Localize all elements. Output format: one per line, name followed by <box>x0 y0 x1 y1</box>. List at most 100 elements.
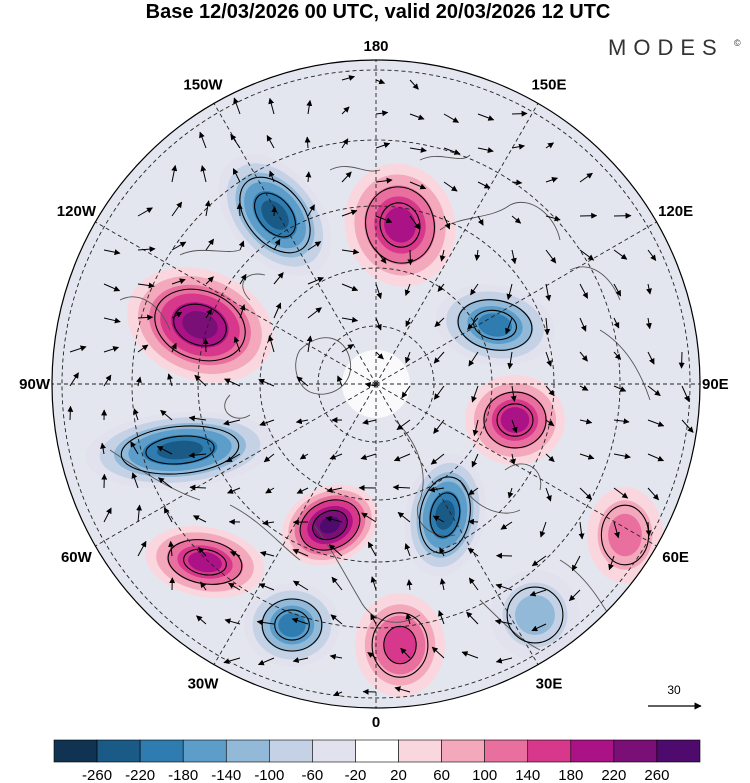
map-border <box>51 59 701 709</box>
colorbar-swatch <box>613 739 658 763</box>
wind-arrow <box>370 613 377 625</box>
anomaly-level <box>319 516 341 534</box>
wind-arrow <box>305 171 312 183</box>
wind-arrow <box>545 177 558 183</box>
wind-arrow <box>545 385 555 397</box>
meridian-label-lon-120w: 120W <box>57 203 97 220</box>
wind-arrow <box>238 240 245 251</box>
wind-arrow <box>307 307 322 319</box>
anomaly-low-alaska <box>218 154 332 276</box>
anomaly-contours <box>120 176 650 678</box>
wind-arrow <box>204 200 211 217</box>
wind-arrow <box>505 317 513 335</box>
wind-arrow <box>233 97 241 115</box>
brand-copyright: © <box>734 38 741 48</box>
wind-arrow <box>443 181 458 192</box>
wind-arrow <box>647 487 660 501</box>
wind-arrow <box>439 578 446 591</box>
wind-arrow <box>393 453 411 462</box>
wind-arrow <box>494 618 513 625</box>
wind-arrow <box>271 206 278 217</box>
wind-arrow <box>239 273 247 285</box>
wind-arrow <box>229 551 241 557</box>
contour-line <box>429 492 461 538</box>
wind-arrow <box>433 351 445 364</box>
wind-arrow <box>545 283 552 302</box>
wind-arrow <box>397 512 411 523</box>
wind-arrow <box>579 487 593 500</box>
contour-line <box>383 625 417 665</box>
anomaly-level <box>278 613 306 637</box>
reference-vector: 30 <box>648 683 702 710</box>
wind-arrow <box>67 405 74 421</box>
wind-arrow <box>405 317 412 327</box>
wind-arrow <box>613 521 620 539</box>
wind-arrow <box>296 487 309 494</box>
wind-arrow <box>579 317 587 332</box>
wind-arrow <box>510 249 517 265</box>
wind-arrow <box>361 512 377 523</box>
meridian-label-lon-0: 0 <box>372 714 380 731</box>
wind-arrow <box>400 647 411 659</box>
wind-arrow <box>511 143 525 150</box>
wind-arrow <box>571 555 581 572</box>
colorbar-tick: -260 <box>82 767 112 783</box>
wind-arrow <box>409 79 419 90</box>
wind-arrow <box>341 75 355 81</box>
wind-arrow <box>135 376 142 387</box>
wind-arrow <box>375 351 384 360</box>
wind-arrow <box>230 133 241 149</box>
wind-arrow <box>529 589 547 597</box>
wind-arrow <box>477 147 494 154</box>
wind-arrow <box>678 351 685 369</box>
anomaly-low-azores <box>244 583 340 667</box>
wind-arrow <box>330 614 343 625</box>
wind-arrow <box>507 487 514 499</box>
wind-arrow <box>613 283 622 297</box>
anomaly-level <box>478 313 512 337</box>
wind-arrow <box>375 283 382 300</box>
wind-arrow <box>681 419 694 433</box>
wind-arrow <box>645 317 652 330</box>
wind-arrow <box>103 317 121 324</box>
wind-arrow <box>307 204 315 217</box>
meridian-line <box>375 383 539 665</box>
colorbar-swatch <box>96 739 141 763</box>
contour-line <box>254 192 296 238</box>
wind-arrow <box>647 453 665 462</box>
wind-arrow <box>461 651 479 659</box>
wind-arrow <box>681 385 690 403</box>
wind-arrow <box>341 343 354 353</box>
wind-arrow <box>510 453 516 465</box>
wind-arrow <box>307 241 322 251</box>
colorbar-tick: 20 <box>390 767 407 783</box>
wind-arrow <box>613 317 620 329</box>
colorbar-swatch <box>398 739 442 763</box>
colorbar-tick: 180 <box>558 767 583 783</box>
wind-arrow <box>171 278 186 285</box>
meridian-label-lon-60w: 60W <box>61 549 93 566</box>
wind-arrow <box>545 487 552 502</box>
wind-arrow <box>375 317 382 331</box>
wind-arrow <box>579 385 589 391</box>
meridian-line <box>375 383 657 547</box>
wind-arrow <box>466 611 479 625</box>
brand-text: MODES <box>608 35 724 60</box>
wind-arrow <box>409 181 427 190</box>
meridian-line <box>375 221 657 385</box>
reference-vector-label: 30 <box>667 683 681 697</box>
wind-arrow <box>468 577 479 591</box>
wind-arrow <box>443 215 451 230</box>
wind-arrow <box>205 238 215 251</box>
wind-arrow <box>579 249 595 261</box>
wind-arrow <box>171 241 187 251</box>
wind-arrow <box>507 351 514 370</box>
contour-low-alaska <box>239 176 311 254</box>
wind-arrow <box>646 283 652 295</box>
wind-arrow <box>137 282 155 289</box>
wind-arrow <box>100 442 106 455</box>
wind-arrow <box>405 613 412 625</box>
wind-arrow <box>511 215 522 224</box>
map-disk <box>52 60 700 708</box>
contour-low-black-sea <box>506 586 564 644</box>
